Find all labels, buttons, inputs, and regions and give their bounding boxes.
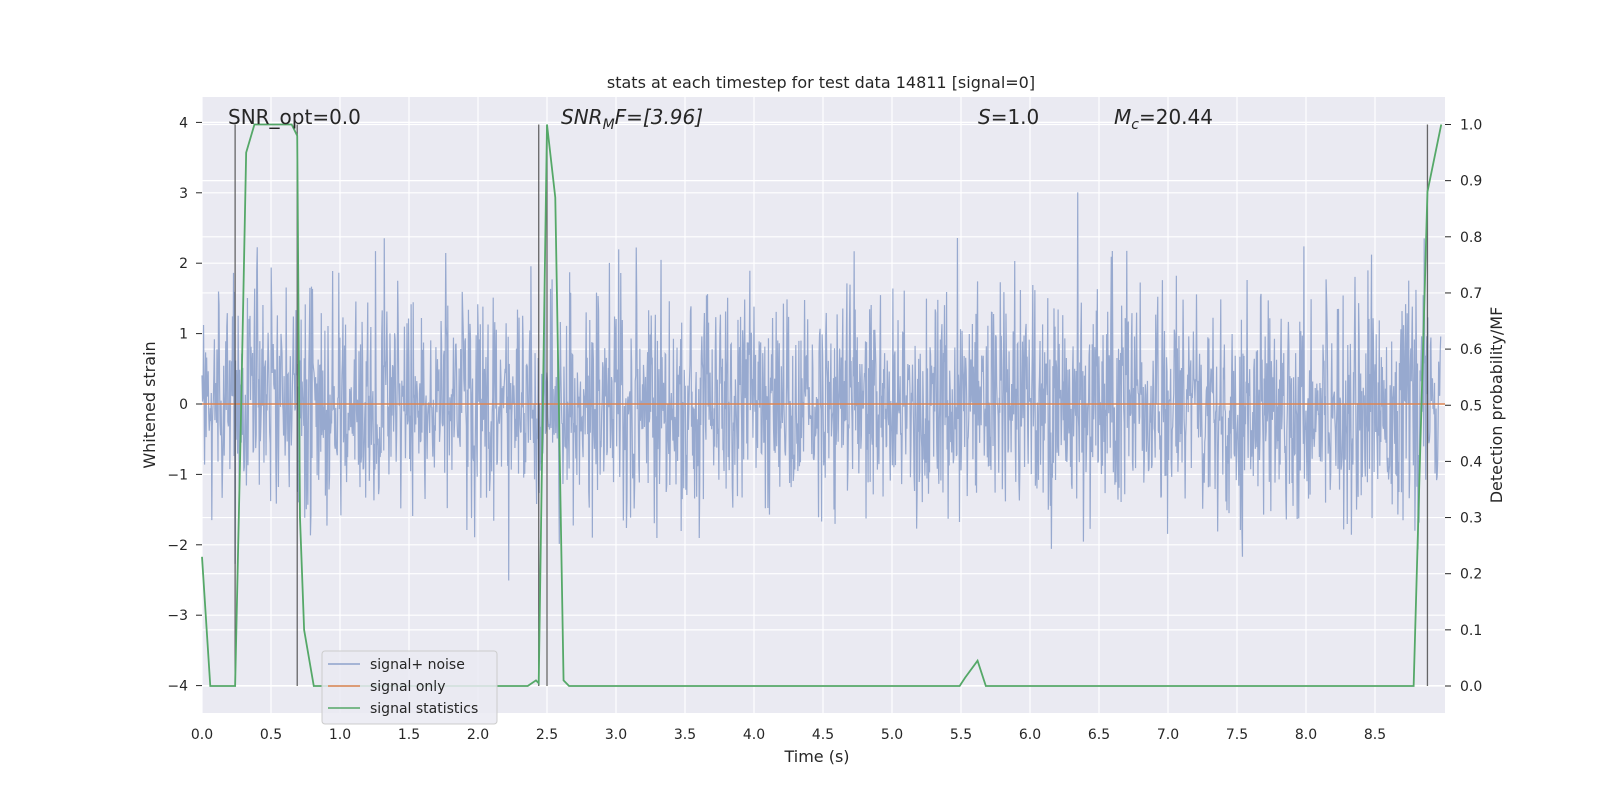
x-axis-label: Time (s)	[783, 747, 849, 766]
y-right-tick-label: 0.6	[1460, 342, 1482, 358]
annotation-snr-mf-sub: M	[603, 117, 615, 133]
annotation-s-var: S	[978, 105, 991, 129]
y-right-tick-label: 0.0	[1460, 679, 1482, 695]
y-right-tick-label: 0.2	[1460, 567, 1482, 583]
annotation-snr-mf-rest: F=[3.96]	[615, 105, 703, 129]
x-tick-label: 6.0	[1019, 727, 1041, 743]
x-axis-ticks: 0.0 0.5 1.0 1.5 2.0 2.5 3.0 3.5 4.0 4.5 5.0 5.5 6.0 6…	[191, 727, 1386, 743]
y-tick-label: −3	[167, 608, 188, 624]
x-tick-label: 3.0	[605, 727, 627, 743]
noise-line	[201, 192, 1442, 581]
y-tick-label: −1	[167, 467, 188, 483]
series-signal-noise	[201, 192, 1442, 581]
annotation-snr-mf: SNRMF=[3.96]	[561, 105, 703, 133]
legend-box	[321, 650, 498, 725]
x-tick-label: 7.0	[1157, 727, 1179, 743]
x-tick-label: 5.0	[881, 727, 903, 743]
x-tick-label: 8.5	[1364, 727, 1386, 743]
y-tick-label: 0	[179, 397, 188, 413]
vertical-markers	[234, 124, 1429, 686]
annotation-s: S=1.0	[978, 105, 1039, 129]
y-right-tick-label: 0.7	[1460, 286, 1482, 302]
x-tick-label: 7.5	[1226, 727, 1248, 743]
x-tick-label: 6.5	[1088, 727, 1110, 743]
y-right-axis-label: Detection probability/MF	[1487, 307, 1506, 504]
series-signal-statistics	[201, 123, 1443, 687]
x-tick-label: 1.5	[398, 727, 420, 743]
y-right-tick-label: 0.9	[1460, 174, 1482, 190]
annotation-snr-mf-base: SNR	[561, 105, 603, 129]
legend-label-signal-statistics: signal statistics	[370, 701, 478, 717]
y-right-tick-label: 0.3	[1460, 511, 1482, 527]
y-tick-label: −2	[167, 538, 188, 554]
x-tick-label: 3.5	[674, 727, 696, 743]
x-tick-label: 4.5	[812, 727, 834, 743]
annotation-snr-opt: SNR_opt=0.0	[228, 105, 361, 129]
y-tick-label: 2	[179, 256, 188, 272]
y-tick-label: −4	[167, 679, 188, 695]
y-tick-label: 3	[179, 186, 188, 202]
y-right-axis-ticks: 1.0 0.9 0.8 0.7 0.6 0.5 0.4 0.3 0.2 0.1 0.0	[1445, 118, 1482, 695]
x-tick-label: 5.5	[950, 727, 972, 743]
x-tick-label: 0.0	[191, 727, 213, 743]
y-right-tick-label: 0.1	[1460, 623, 1482, 639]
annotation-mc-sub: c	[1131, 117, 1139, 133]
legend-label-signal-only: signal only	[370, 679, 445, 695]
x-tick-label: 4.0	[743, 727, 765, 743]
y-axis-label: Whitened strain	[140, 341, 159, 468]
y-right-tick-label: 1.0	[1460, 118, 1482, 134]
chart-title: stats at each timestep for test data 148…	[607, 73, 1035, 92]
legend: signal+ noise signal only signal statist…	[321, 650, 498, 725]
y-right-tick-label: 0.4	[1460, 454, 1482, 470]
y-tick-label: 4	[179, 115, 188, 131]
legend-label-signal-noise: signal+ noise	[370, 657, 465, 673]
annotation-mc-val: =20.44	[1139, 105, 1213, 129]
y-tick-label: 1	[179, 327, 188, 343]
annotation-mc-var: M	[1114, 105, 1131, 129]
x-tick-label: 8.0	[1295, 727, 1317, 743]
x-tick-label: 1.0	[329, 727, 351, 743]
y-right-tick-label: 0.8	[1460, 230, 1482, 246]
y-axis-ticks: 4 3 2 1 0 −1 −2 −3 −4	[167, 115, 202, 695]
x-tick-label: 0.5	[260, 727, 282, 743]
y-right-tick-label: 0.5	[1460, 398, 1482, 414]
statistics-line	[201, 123, 1443, 687]
annotation-mc: Mc=20.44	[1114, 105, 1213, 133]
x-tick-label: 2.5	[536, 727, 558, 743]
x-tick-label: 2.0	[467, 727, 489, 743]
annotation-s-val: =1.0	[991, 105, 1040, 129]
